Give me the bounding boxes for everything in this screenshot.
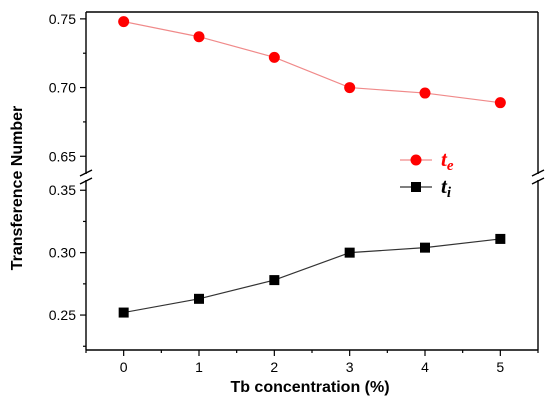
- series-layer: [118, 16, 506, 318]
- data-point-ti-1: [194, 293, 204, 304]
- axis-break-marks: [79, 169, 545, 185]
- legend-te-name: t: [441, 147, 448, 171]
- data-point-te-3: [344, 82, 356, 94]
- x-tick-label: 3: [346, 359, 354, 375]
- y-tick-label: 0.70: [49, 80, 76, 96]
- data-point-ti-5: [495, 233, 506, 244]
- y-axis-title: Transference Number: [9, 106, 26, 271]
- data-point-ti-2: [269, 275, 280, 286]
- data-point-ti-0: [118, 307, 129, 318]
- legend-te-subscript: e: [447, 158, 454, 174]
- break-mark-left-a: [79, 169, 93, 177]
- y-axis-ticks: 0.75 0.70 0.65 0.35 0.30 0.25: [49, 11, 86, 347]
- legend-ti-label: ti: [441, 174, 452, 201]
- x-tick-label: 1: [195, 359, 203, 375]
- data-point-te-0: [118, 16, 130, 28]
- data-point-te-4: [419, 87, 431, 99]
- series-line-te: [123, 21, 501, 104]
- y-tick-label: 0.25: [49, 307, 76, 323]
- legend: te ti: [400, 147, 454, 201]
- x-axis-title: Tb concentration (%): [230, 379, 389, 396]
- y-tick-label: 0.30: [49, 245, 76, 261]
- x-tick-label: 2: [270, 359, 278, 375]
- x-tick-label: 0: [120, 359, 128, 375]
- legend-ti-name: t: [441, 174, 448, 198]
- y-tick-label: 0.65: [49, 148, 76, 164]
- break-mark-right-b: [531, 177, 545, 185]
- data-point-ti-4: [420, 242, 430, 253]
- y-tick-label: 0.35: [49, 182, 76, 198]
- data-point-te-1: [193, 31, 205, 43]
- data-point-te-5: [494, 97, 506, 109]
- legend-ti-subscript: i: [447, 185, 452, 201]
- legend-te-marker: [410, 154, 422, 166]
- data-point-te-2: [268, 51, 280, 63]
- plot-frame: [85, 11, 539, 351]
- break-mark-left-b: [79, 177, 93, 185]
- legend-te-label: te: [441, 147, 454, 174]
- x-tick-label: 4: [421, 359, 429, 375]
- legend-ti-marker: [411, 182, 421, 192]
- data-point-ti-3: [344, 247, 355, 258]
- series-line-ti: [123, 238, 501, 314]
- y-tick-label: 0.75: [49, 11, 76, 27]
- x-axis-ticks: 0 1 2 3 4 5: [85, 350, 539, 375]
- x-tick-label: 5: [496, 359, 504, 375]
- break-mark-right-a: [531, 169, 545, 177]
